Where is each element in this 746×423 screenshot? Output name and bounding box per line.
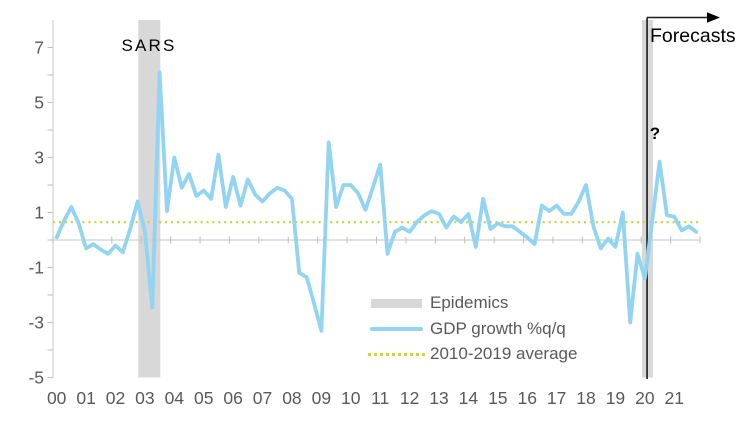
y-axis-label: -5	[28, 368, 44, 388]
x-axis-label: 10	[341, 388, 361, 408]
sars-annotation: SARS	[121, 36, 177, 55]
y-axis-label: -1	[28, 258, 44, 278]
y-axis-label: 3	[34, 148, 44, 168]
legend-item-epidemics: Epidemics	[368, 293, 598, 312]
x-axis-label: 20	[635, 388, 655, 408]
forecast-arrow-head-icon	[707, 12, 720, 23]
x-axis-label: 12	[400, 388, 419, 408]
x-axis-label: 21	[665, 388, 684, 408]
y-axis-label: 5	[34, 93, 44, 113]
question-mark-annotation: ?	[649, 124, 661, 143]
y-axis-label: 1	[34, 203, 44, 223]
x-axis-label: 09	[312, 388, 331, 408]
x-axis-label: 14	[459, 388, 479, 408]
x-axis-label: 04	[165, 388, 185, 408]
x-axis-label: 11	[371, 388, 389, 408]
gdp-growth-line	[54, 70, 699, 333]
x-axis-label: 02	[106, 388, 125, 408]
y-axis-label: -3	[28, 313, 44, 333]
x-axis-label: 06	[223, 388, 242, 408]
x-axis-label: 07	[253, 388, 272, 408]
x-axis-label: 15	[488, 388, 507, 408]
x-axis-label: 17	[547, 388, 566, 408]
x-axis-label: 08	[282, 388, 301, 408]
legend-label-gdp-growth: GDP growth %q/q	[430, 318, 566, 338]
x-axis-label: 00	[47, 388, 67, 408]
y-axis-label: 7	[34, 38, 44, 58]
legend: Epidemics GDP growth %q/q 2010-2019 aver…	[368, 293, 598, 371]
gdp-line-swatch-icon	[370, 326, 423, 331]
x-axis-label: 01	[76, 388, 95, 408]
x-axis-label: 13	[429, 388, 448, 408]
legend-label-epidemics: Epidemics	[430, 293, 509, 312]
legend-item-average: 2010-2019 average	[368, 344, 598, 363]
legend-item-gdp-growth: GDP growth %q/q	[368, 318, 598, 338]
x-axis-label: 16	[517, 388, 536, 408]
average-dotted-swatch-icon	[368, 352, 425, 356]
x-axis-label: 19	[606, 388, 625, 408]
x-axis-label: 05	[194, 388, 213, 408]
epidemics-band-swatch-icon	[371, 298, 422, 308]
x-axis-label: 18	[576, 388, 595, 408]
forecasts-annotation: Forecasts	[650, 25, 736, 47]
x-axis-label: 03	[135, 388, 154, 408]
legend-label-average: 2010-2019 average	[430, 344, 578, 363]
epidemic-band	[138, 20, 161, 378]
